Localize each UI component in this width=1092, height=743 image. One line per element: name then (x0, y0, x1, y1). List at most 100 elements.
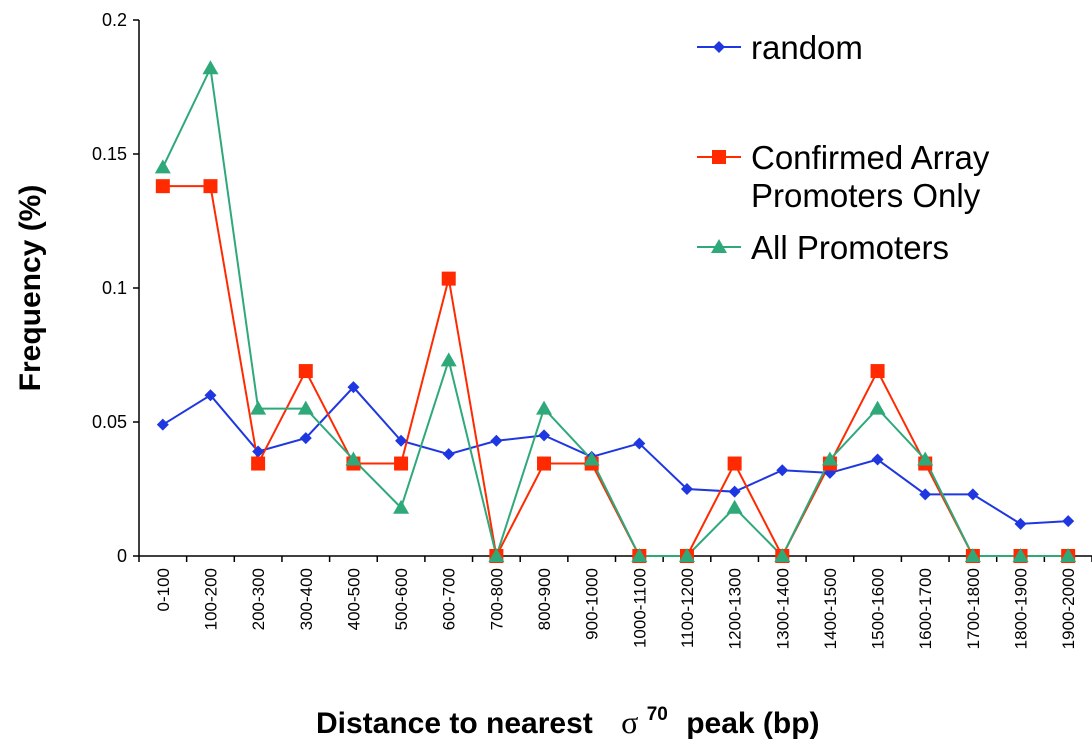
data-point-series-1 (633, 437, 646, 450)
data-point-series-3 (202, 60, 219, 75)
legend-label: Confirmed Array Promoters Only (751, 139, 990, 214)
series-line-1 (162, 385, 1069, 525)
legend-label-line: All Promoters (751, 229, 949, 266)
x-axis-title-prefix: Distance to nearest (316, 707, 593, 740)
data-point-series-1 (680, 483, 693, 495)
y-tick-label: 0.2 (102, 10, 127, 30)
x-tick-label: 900-1000 (583, 568, 602, 640)
x-tick-label: 1900-2000 (1059, 568, 1078, 649)
data-point-series-3 (536, 400, 553, 415)
x-tick-label: 1700-1800 (964, 568, 983, 649)
data-point-series-3 (250, 400, 267, 415)
legend-marker (712, 150, 726, 164)
axes (138, 20, 1092, 557)
y-tick-label: 0 (117, 546, 127, 566)
sigma-superscript: 70 (647, 704, 668, 725)
data-point-series-1 (156, 418, 169, 431)
x-tick-label: 1400-1500 (821, 568, 840, 649)
data-point-series-1 (347, 381, 360, 394)
data-point-series-2 (870, 364, 885, 379)
legend-label-line: Promoters Only (751, 177, 981, 214)
y-ticks: 0 0.05 0.1 0.15 0.2 (92, 10, 139, 566)
data-point-series-1 (395, 434, 408, 447)
series-markers (154, 60, 1077, 563)
x-tick-label: 1000-1100 (630, 568, 649, 648)
data-point-series-3 (393, 499, 410, 514)
legend-label: random (751, 29, 863, 66)
data-point-series-1 (1062, 515, 1075, 528)
x-axis-title-suffix: peak (bp) (686, 707, 819, 740)
y-tick-label: 0.15 (92, 144, 127, 164)
y-tick-label: 0.05 (92, 412, 127, 432)
data-point-series-3 (440, 352, 457, 367)
data-point-series-3 (869, 400, 886, 415)
data-point-series-3 (297, 400, 314, 415)
legend: random Confirmed Array Promoters Only All P… (697, 29, 990, 266)
x-tick-label: 1200-1300 (726, 568, 745, 649)
data-point-series-2 (441, 271, 456, 286)
data-point-series-3 (726, 499, 743, 514)
legend-item-2: Confirmed Array Promoters Only (697, 139, 990, 214)
data-point-series-3 (583, 451, 600, 466)
data-point-series-3 (631, 548, 648, 562)
data-point-series-2 (203, 179, 218, 194)
data-point-series-1 (728, 485, 741, 498)
data-point-series-2 (155, 179, 170, 194)
x-tick-label: 1100-1200 (678, 568, 697, 648)
data-point-series-2 (727, 456, 742, 471)
x-tick-label: 400-500 (344, 568, 363, 630)
legend-label: All Promoters (751, 229, 949, 266)
x-tick-label: 700-800 (487, 568, 506, 630)
x-axis-title: Distance to nearest σ 70 peak (bp) (316, 694, 820, 740)
data-point-series-3 (488, 548, 505, 562)
data-point-series-3 (774, 548, 791, 562)
data-point-series-3 (154, 159, 171, 174)
data-point-series-3 (1012, 548, 1029, 562)
legend-item-3: All Promoters (697, 229, 949, 266)
x-tick-label: 300-400 (297, 568, 316, 630)
x-tick-label: 500-600 (392, 568, 411, 630)
x-tick-label: 1800-1900 (1012, 568, 1031, 649)
series-lines (161, 64, 1069, 560)
x-tick-label: 100-200 (201, 568, 220, 630)
data-point-series-2 (394, 456, 409, 471)
legend-label-line: random (751, 29, 863, 66)
x-tick-label: 1500-1600 (869, 568, 888, 649)
data-point-series-1 (966, 488, 979, 501)
sigma-symbol: σ (621, 704, 638, 740)
legend-label-line: Confirmed Array (751, 139, 990, 176)
x-tick-label: 600-700 (440, 568, 459, 630)
data-point-series-1 (299, 432, 312, 445)
data-point-series-1 (490, 434, 503, 447)
x-tick-label: 800-900 (535, 568, 554, 630)
x-tick-label: 0-100 (154, 568, 173, 611)
x-ticks: 0-100 100-200 200-300 300-400 400-500 500-600… (138, 556, 1092, 649)
data-point-series-3 (1060, 548, 1077, 562)
x-tick-label: 1300-1400 (773, 568, 792, 649)
data-point-series-2 (537, 456, 552, 471)
data-point-series-1 (252, 445, 265, 458)
data-point-series-1 (204, 389, 217, 402)
x-tick-label: 1600-1700 (916, 568, 935, 649)
data-point-series-3 (345, 451, 362, 466)
data-point-series-2 (251, 456, 266, 471)
data-point-series-1 (442, 448, 455, 461)
legend-item-1: random (697, 29, 863, 66)
series-line-3 (161, 64, 1069, 560)
data-point-series-3 (917, 451, 934, 466)
data-point-series-3 (964, 548, 981, 562)
x-tick-label: 200-300 (249, 568, 268, 630)
data-point-series-3 (821, 451, 838, 466)
data-point-series-1 (538, 429, 551, 442)
legend-marker (713, 41, 725, 53)
data-point-series-3 (678, 548, 695, 562)
y-axis-title: Frequency (%) (14, 185, 47, 392)
data-point-series-1 (919, 488, 932, 501)
data-point-series-1 (871, 453, 884, 466)
y-tick-label: 0.1 (102, 278, 127, 298)
data-point-series-2 (298, 364, 313, 379)
data-point-series-1 (776, 464, 789, 477)
data-point-series-1 (1014, 517, 1027, 530)
legend-marker (711, 239, 727, 253)
